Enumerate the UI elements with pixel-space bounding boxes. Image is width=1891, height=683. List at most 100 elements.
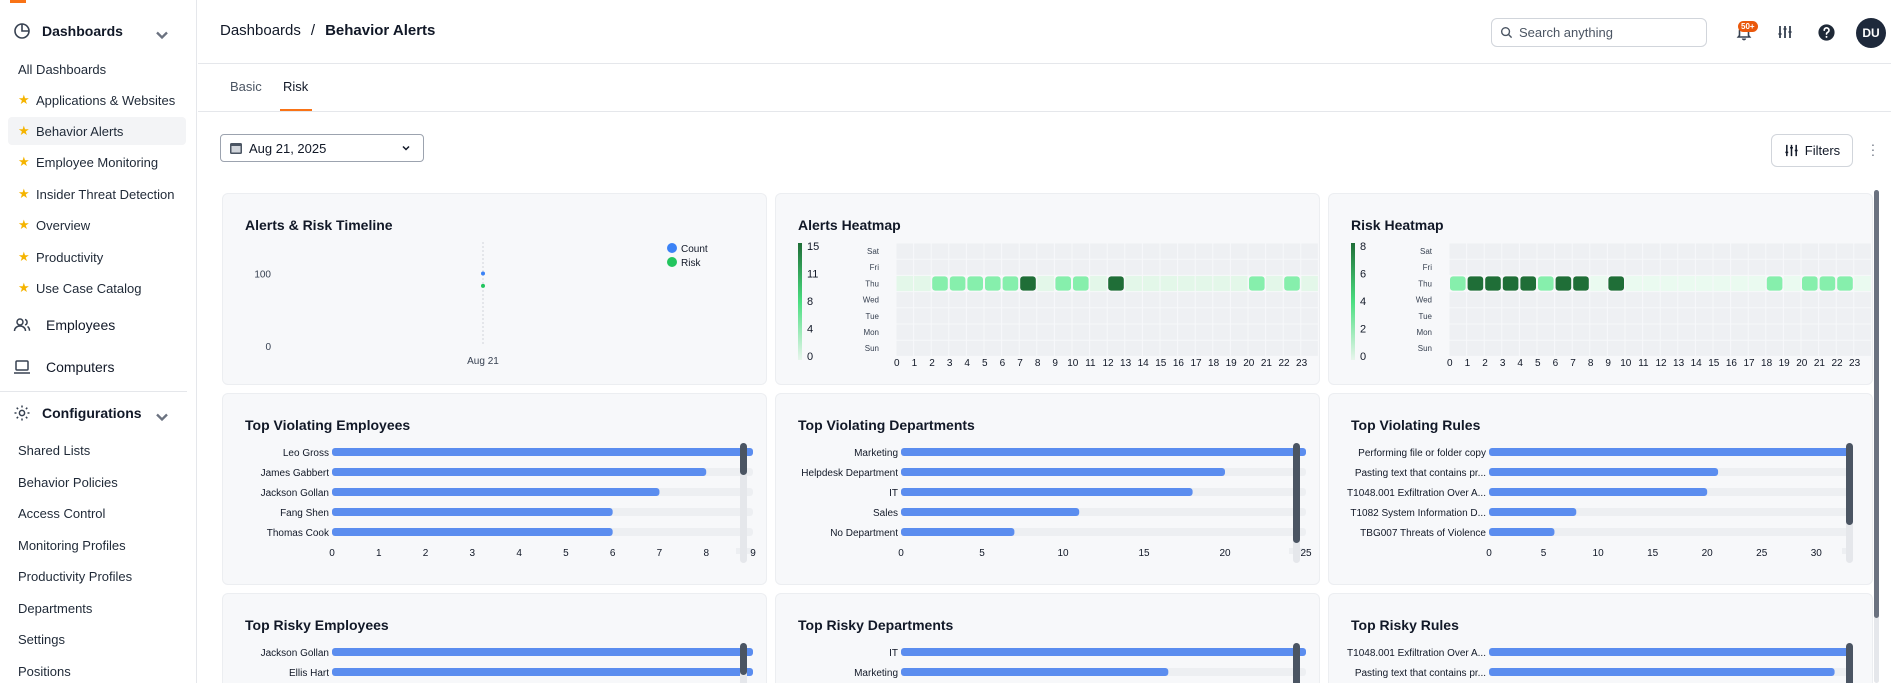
heat-cell (1766, 340, 1783, 356)
breadcrumb-root[interactable]: Dashboards (220, 22, 301, 39)
chevron-down-icon[interactable] (152, 25, 172, 45)
heat-cell (1678, 308, 1695, 324)
scale-tick-label: 0 (807, 351, 813, 363)
date-select[interactable]: Aug 21, 2025 (220, 134, 424, 162)
heat-cell (1819, 259, 1836, 275)
sidebar-item-applications-websites[interactable]: ★ Applications & Websites (8, 86, 186, 114)
bar[interactable] (1489, 488, 1708, 496)
sidebar-item-access-control[interactable]: Access Control (18, 505, 106, 521)
chevron-down-icon[interactable] (152, 407, 172, 427)
bar[interactable] (332, 648, 753, 656)
bar[interactable] (1489, 468, 1719, 476)
bar[interactable] (1489, 448, 1849, 456)
heat-cell (966, 243, 984, 259)
card-title: Top Risky Departments (798, 617, 954, 633)
sidebar-section-dashboards[interactable]: Dashboards (8, 16, 188, 46)
bar[interactable] (901, 448, 1306, 456)
filters-button[interactable]: Filters (1771, 134, 1853, 167)
bar[interactable] (332, 448, 753, 456)
bar[interactable] (1489, 528, 1555, 536)
card-risky-departments: Top Risky Departments IT Marketing (775, 593, 1320, 683)
sidebar-item-computers[interactable]: Computers (8, 352, 188, 382)
page-scrollbar[interactable] (1874, 190, 1879, 683)
sidebar-item-behavior-policies[interactable]: Behavior Policies (18, 474, 118, 490)
more-options-icon[interactable]: · · · (1870, 136, 1876, 162)
heat-cell (1178, 324, 1195, 340)
sidebar-item-monitoring-profiles[interactable]: Monitoring Profiles (18, 537, 126, 553)
heat-cell (1783, 292, 1801, 308)
sidebar-section-configurations[interactable]: Configurations (8, 398, 188, 428)
heat-cell (1467, 324, 1484, 340)
bar[interactable] (901, 468, 1225, 476)
card-title: Alerts Heatmap (798, 217, 901, 233)
settings-sliders-button[interactable] (1773, 20, 1797, 44)
bar[interactable] (332, 468, 707, 476)
bar[interactable] (1489, 508, 1577, 516)
tab-risk[interactable]: Risk (283, 79, 309, 94)
bar[interactable] (332, 528, 613, 536)
bar[interactable] (1489, 648, 1849, 656)
sidebar-item-all-dashboards[interactable]: All Dashboards (8, 55, 186, 83)
heat-cell (1590, 243, 1607, 259)
heat-cell (1573, 276, 1589, 291)
heat-cell (1731, 340, 1748, 356)
heat-cell (1660, 324, 1678, 340)
help-button[interactable] (1814, 20, 1838, 44)
heat-cell (1142, 259, 1160, 275)
heat-cell (1125, 324, 1142, 340)
bar[interactable] (901, 668, 1169, 676)
sidebar-section-label: Dashboards (42, 23, 123, 39)
sidebar-item-productivity-profiles[interactable]: Productivity Profiles (18, 568, 133, 584)
sidebar-item-positions[interactable]: Positions (18, 663, 71, 679)
heat-cell (1801, 324, 1819, 340)
bar[interactable] (901, 648, 1306, 656)
bar[interactable] (332, 508, 613, 516)
heat-cell (1678, 259, 1695, 275)
column-label: 7 (1570, 358, 1576, 369)
heat-cell (1731, 243, 1748, 259)
column-label: 22 (1278, 358, 1290, 369)
column-label: 8 (1588, 358, 1594, 369)
heat-cell (1607, 259, 1625, 275)
column-label: 6 (1553, 358, 1559, 369)
heat-cell (1836, 340, 1854, 356)
heat-cell (1107, 243, 1125, 259)
sidebar-item-use-case-catalog[interactable]: ★ Use Case Catalog (8, 274, 186, 302)
heat-cell (1125, 340, 1142, 356)
tab-basic[interactable]: Basic (230, 79, 262, 94)
sidebar-item-insider-threat-detection[interactable]: ★ Insider Threat Detection (8, 180, 186, 208)
bar[interactable] (1489, 668, 1835, 676)
page-scrollbar-thumb[interactable] (1874, 190, 1879, 618)
bar[interactable] (332, 488, 660, 496)
sidebar-item-departments[interactable]: Departments (18, 600, 93, 616)
card-top-rules: Top Violating Rules Performing file or f… (1328, 393, 1873, 585)
heat-cell (1802, 276, 1818, 291)
heat-cell (1625, 324, 1643, 340)
heat-cell (1484, 243, 1502, 259)
sidebar-item-settings[interactable]: Settings (18, 631, 65, 647)
heat-cell (896, 340, 914, 356)
sidebar-item-employees[interactable]: Employees (8, 310, 188, 340)
heat-cell (1142, 340, 1160, 356)
heat-cell (1625, 275, 1643, 292)
sidebar-item-employee-monitoring[interactable]: ★ Employee Monitoring (8, 148, 186, 176)
sidebar-item-shared-lists[interactable]: Shared Lists (18, 442, 91, 458)
bar[interactable] (332, 668, 753, 676)
heat-cell (1643, 324, 1660, 340)
bar[interactable] (901, 508, 1080, 516)
bar[interactable] (901, 528, 1015, 536)
bar[interactable] (901, 488, 1193, 496)
card-title: Top Risky Rules (1351, 617, 1459, 633)
sidebar-item-behavior-alerts[interactable]: ★ Behavior Alerts (8, 117, 186, 145)
heat-cell (1301, 340, 1318, 356)
column-label: 18 (1761, 358, 1773, 369)
heat-cell (1643, 259, 1660, 275)
sidebar-item-overview[interactable]: ★ Overview (8, 211, 186, 239)
heat-cell (949, 340, 966, 356)
heat-cell (1555, 308, 1572, 324)
sidebar-item-productivity[interactable]: ★ Productivity (8, 243, 186, 271)
search-input[interactable]: Search anything (1491, 18, 1707, 47)
user-avatar[interactable]: DU (1856, 18, 1886, 48)
